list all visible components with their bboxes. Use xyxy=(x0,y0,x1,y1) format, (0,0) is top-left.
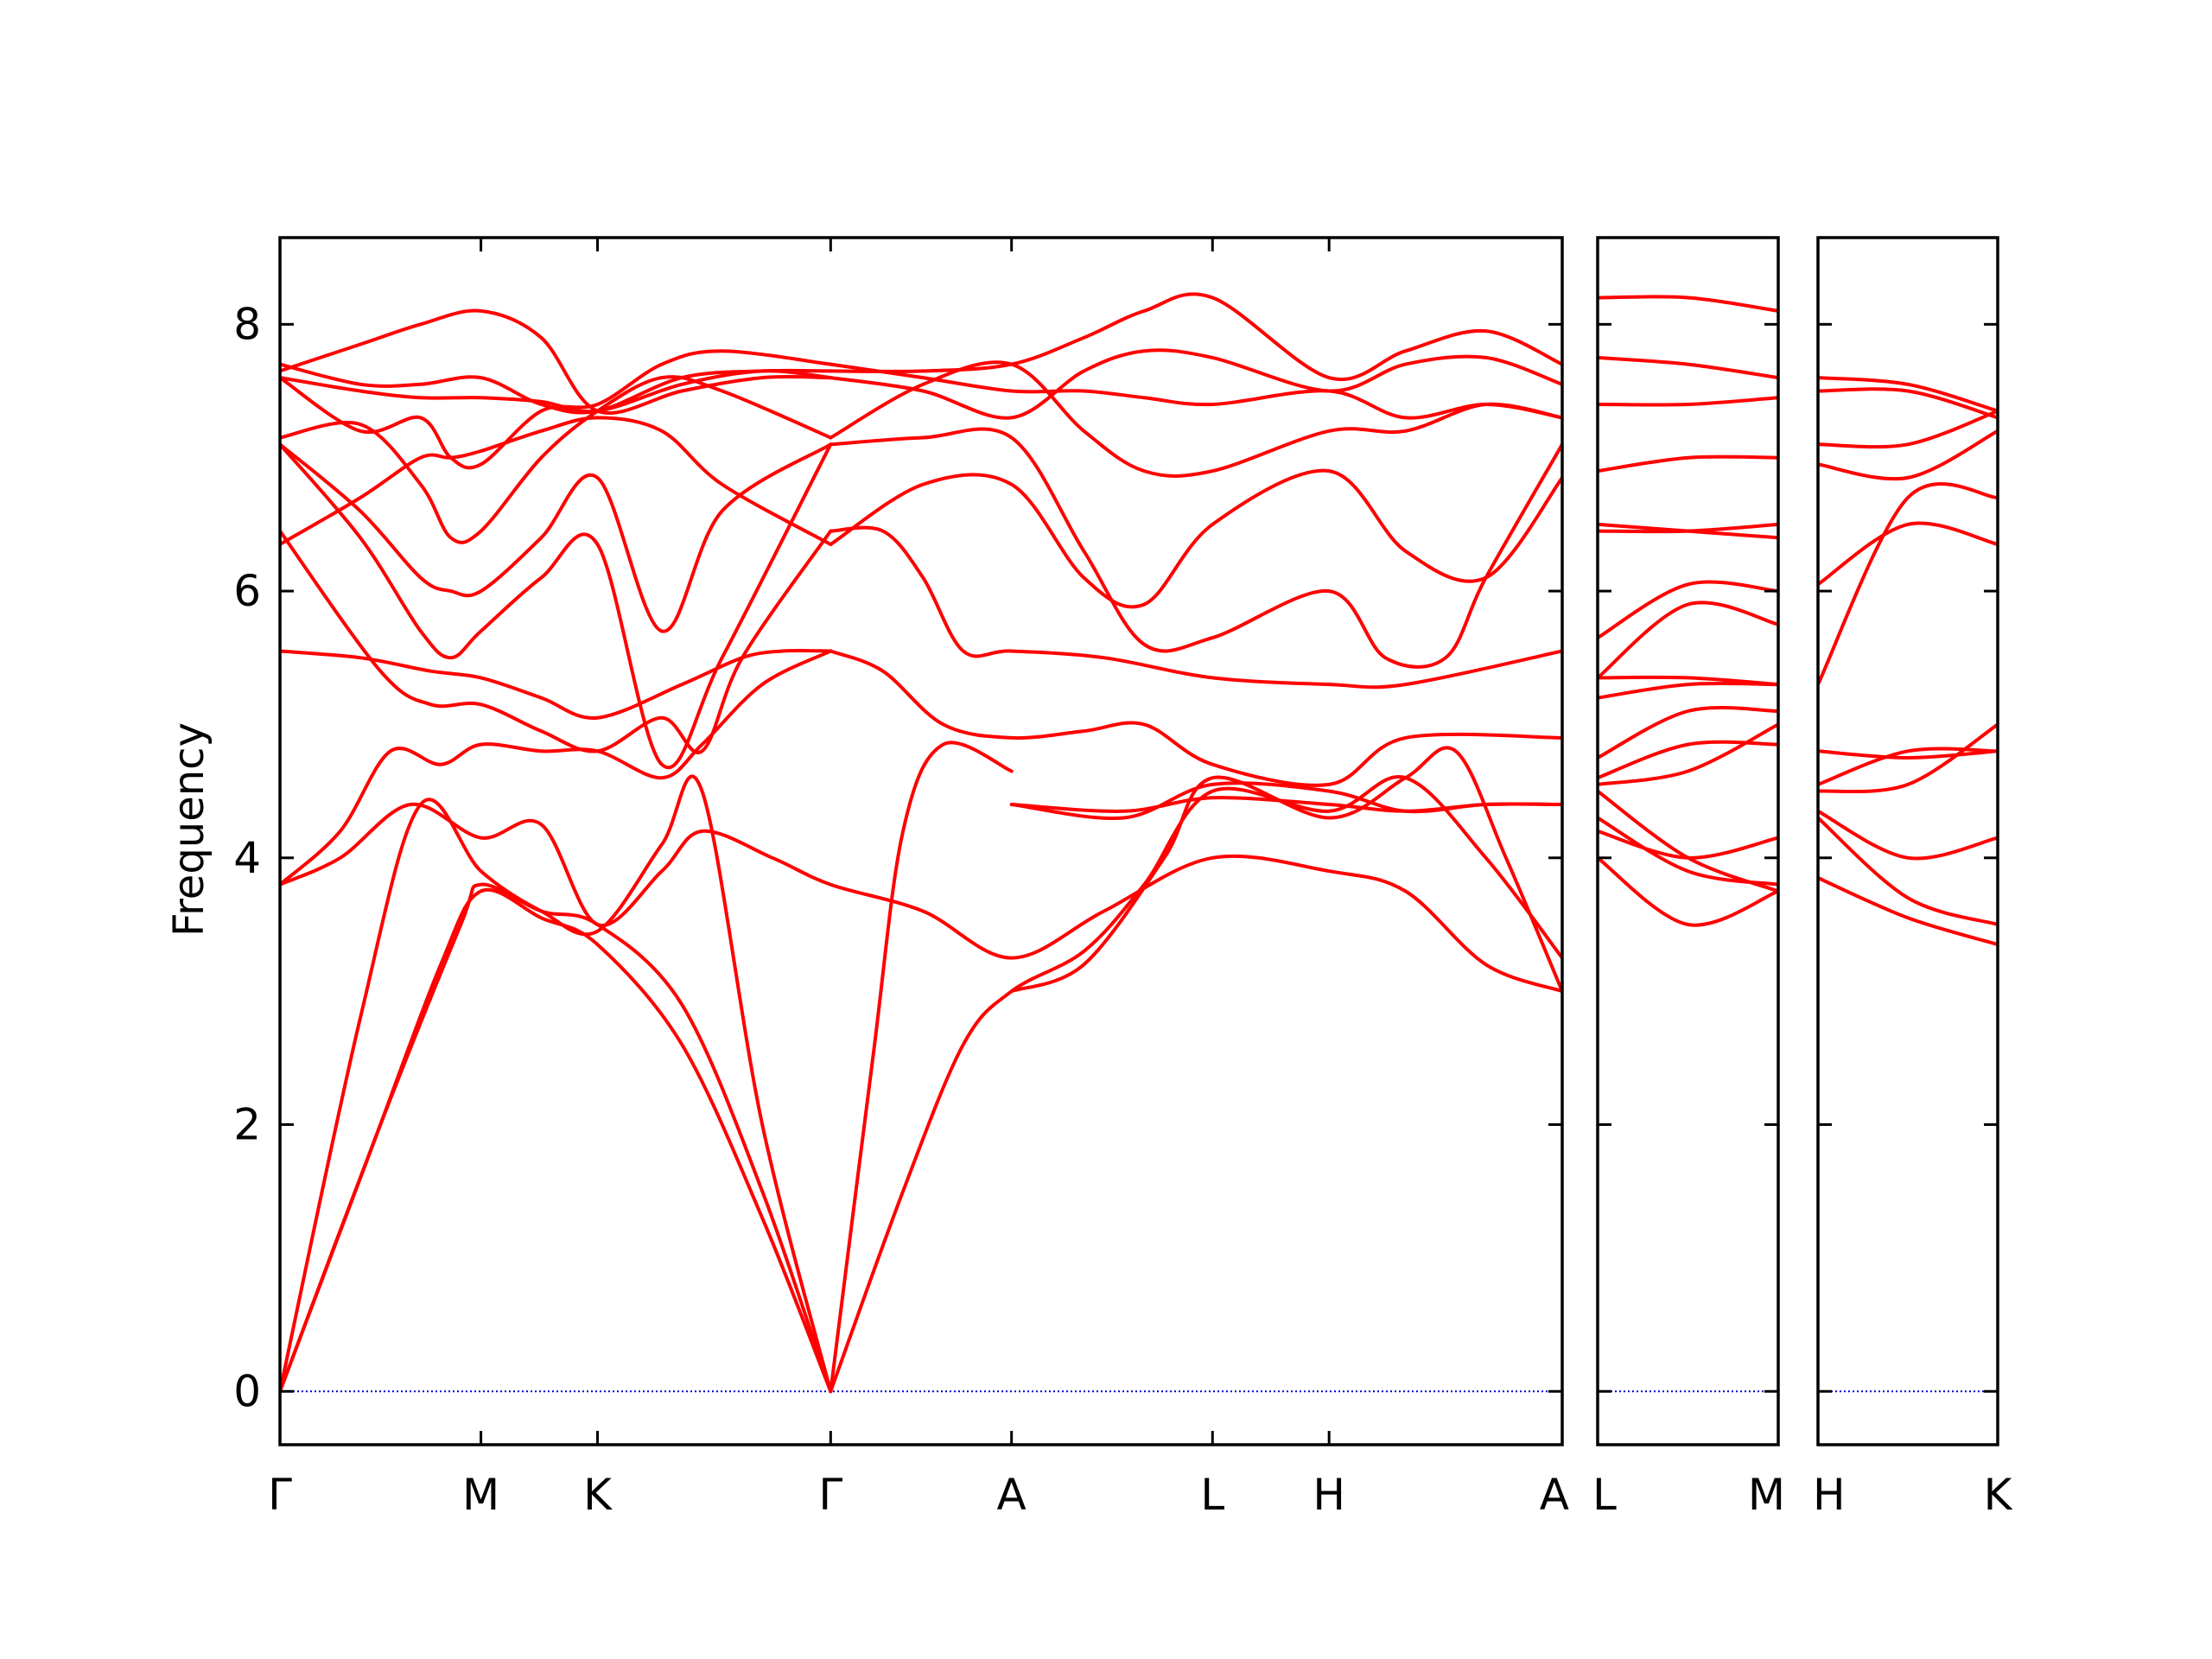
band-line-17 xyxy=(1598,855,1778,927)
band-line-10 xyxy=(829,649,1562,787)
band-line-11 xyxy=(1598,706,1778,760)
band-line-11 xyxy=(1818,816,1998,926)
band-line-6 xyxy=(829,741,1014,1394)
y-tick-label: 6 xyxy=(233,566,261,616)
band-line-12 xyxy=(829,525,1562,690)
band-line-2 xyxy=(280,882,833,1394)
band-line-10 xyxy=(1818,809,1998,861)
panel-frame xyxy=(278,236,1564,1446)
band-line-4 xyxy=(280,802,1562,994)
band-line-3 xyxy=(280,774,833,1394)
band-line-13 xyxy=(1598,722,1778,786)
band-line-7 xyxy=(829,775,1562,1394)
x-tick-label: Γ xyxy=(818,1470,842,1520)
x-tick-label: H xyxy=(1813,1470,1846,1520)
x-tick-label: A xyxy=(997,1470,1027,1520)
band-line-6 xyxy=(1818,482,1998,687)
band-line-23 xyxy=(829,348,1562,420)
panel-1: 0 2 4 6 8 Γ M K Γ A L H A xyxy=(233,236,1569,1520)
x-tick-label: A xyxy=(1540,1470,1569,1520)
band-line-8 xyxy=(1598,601,1778,680)
band-line-3 xyxy=(1818,409,1998,449)
band-line-1 xyxy=(1818,376,1998,413)
band-line-28 xyxy=(1009,781,1562,821)
x-tick-label: L xyxy=(1592,1470,1617,1520)
band-line-12 xyxy=(1818,876,1998,947)
bands xyxy=(1818,376,1998,947)
band-line-20 xyxy=(280,349,833,470)
x-tick-label: K xyxy=(583,1470,613,1520)
band-line-2 xyxy=(1818,387,1998,420)
y-axis-title: Frequency xyxy=(165,722,213,937)
band-line-22 xyxy=(280,308,833,415)
band-line-10 xyxy=(1598,681,1778,700)
band-line-5 xyxy=(1818,521,1998,587)
band-line-5 xyxy=(280,649,833,887)
x-tick-label: M xyxy=(462,1470,499,1520)
band-line-14 xyxy=(829,427,1562,669)
band-line-12 xyxy=(1598,740,1778,780)
band-line-9 xyxy=(1818,722,1998,794)
band-line-15 xyxy=(1598,816,1778,887)
band-line-8 xyxy=(1818,747,1998,786)
band-line-15 xyxy=(280,416,833,546)
band-line-2 xyxy=(1598,355,1778,380)
band-line-1 xyxy=(1598,295,1778,313)
band-line-21 xyxy=(829,362,1562,420)
panel-frame xyxy=(1816,236,1999,1446)
panel-frame xyxy=(1596,236,1780,1446)
x-tick-label: M xyxy=(1748,1470,1785,1520)
x-tick-label: Γ xyxy=(268,1470,292,1520)
band-line-25 xyxy=(829,292,1562,381)
x-tick-label: L xyxy=(1200,1470,1224,1520)
band-line-3 xyxy=(1598,396,1778,407)
band-line-6 xyxy=(1598,522,1778,534)
band-line-17 xyxy=(280,442,833,633)
x-tick-label: H xyxy=(1313,1470,1345,1520)
band-line-7 xyxy=(1818,749,1998,760)
y-tick-label: 8 xyxy=(233,299,261,349)
band-line-24 xyxy=(280,362,833,415)
band-line-4 xyxy=(1818,429,1998,481)
bands xyxy=(1598,295,1778,927)
band-line-7 xyxy=(1598,580,1778,640)
band-line-4 xyxy=(1598,454,1778,474)
band-line-11 xyxy=(280,529,833,755)
y-tick-label: 2 xyxy=(233,1100,261,1150)
band-line-9 xyxy=(280,648,833,720)
bands xyxy=(280,292,1562,1394)
x-tick-label: K xyxy=(1984,1470,2013,1520)
y-tick-label: 0 xyxy=(233,1366,261,1416)
band-line-1 xyxy=(280,887,833,1394)
band-line-13 xyxy=(280,442,833,769)
band-line-16 xyxy=(829,468,1562,609)
y-tick-label: 4 xyxy=(233,833,261,883)
band-line-18 xyxy=(280,375,833,544)
band-line-8 xyxy=(1009,746,1562,994)
band-line-26 xyxy=(280,369,833,414)
band-line-16 xyxy=(1598,829,1778,860)
